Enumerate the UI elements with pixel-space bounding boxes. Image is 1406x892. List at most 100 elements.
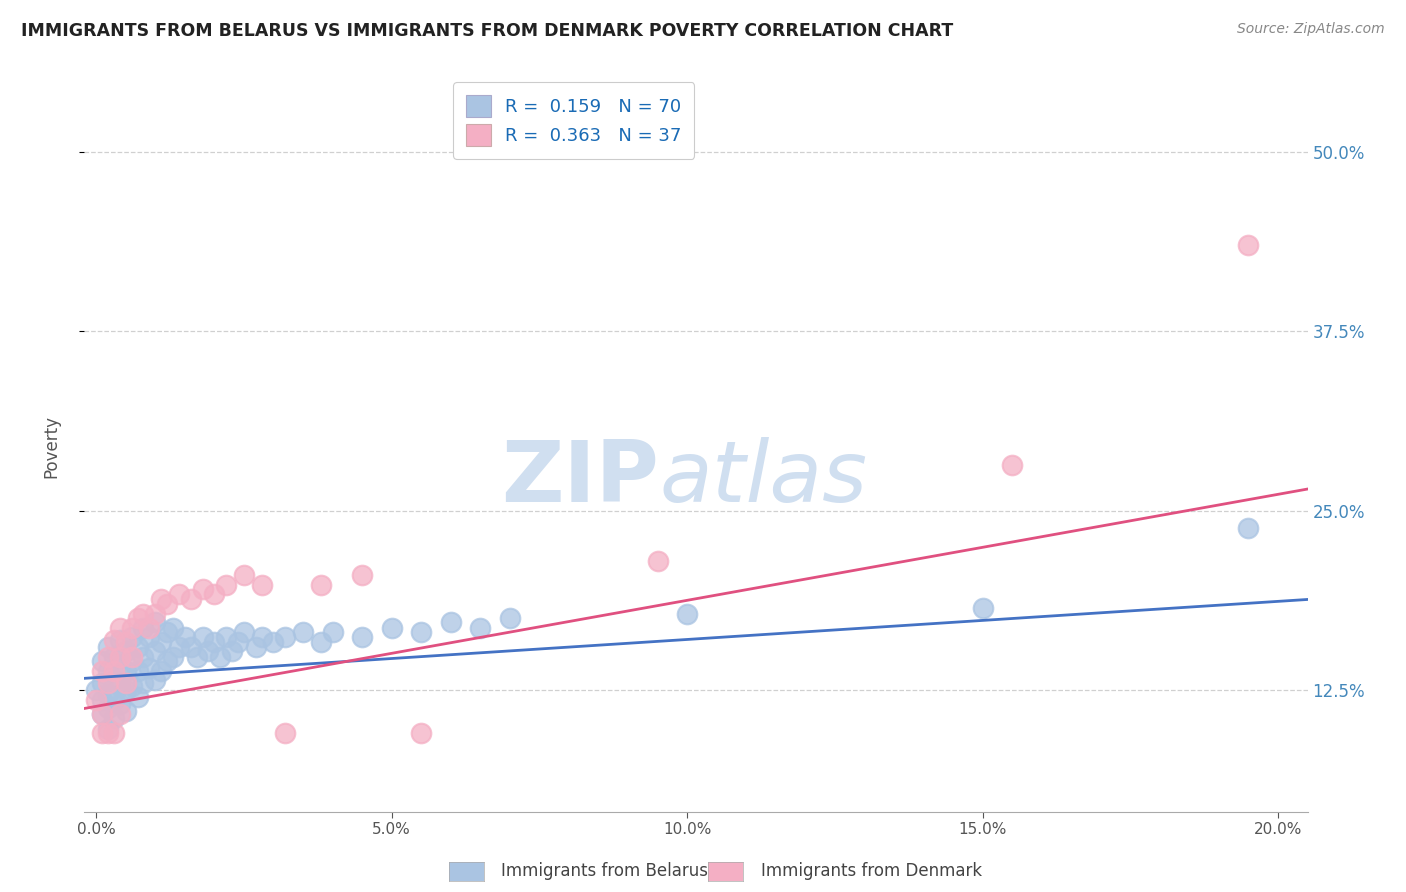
Point — [138, 661, 160, 675]
Point — [114, 682, 136, 697]
Point — [1237, 521, 1260, 535]
Point — [250, 630, 273, 644]
Point — [97, 675, 120, 690]
Point — [232, 625, 254, 640]
Point — [186, 649, 208, 664]
Text: Immigrants from Denmark: Immigrants from Denmark — [762, 863, 983, 880]
Point — [121, 630, 143, 644]
Point — [381, 621, 404, 635]
Point — [114, 675, 136, 690]
Point — [103, 711, 125, 725]
Point — [97, 649, 120, 664]
Point — [150, 664, 173, 678]
Point — [499, 611, 522, 625]
Point — [84, 693, 107, 707]
Point — [103, 673, 125, 687]
Point — [97, 726, 120, 740]
Point — [132, 621, 155, 635]
Point — [108, 679, 131, 693]
Point — [108, 697, 131, 711]
Point — [180, 640, 202, 654]
Point — [411, 726, 433, 740]
Point — [138, 630, 160, 644]
Point — [127, 664, 149, 678]
Point — [191, 582, 214, 597]
Point — [262, 635, 284, 649]
Point — [470, 621, 492, 635]
Text: Immigrants from Belarus: Immigrants from Belarus — [501, 863, 709, 880]
Point — [108, 621, 131, 635]
Point — [143, 673, 166, 687]
Point — [150, 635, 173, 649]
Point — [1001, 458, 1024, 472]
Point — [162, 649, 184, 664]
Point — [215, 578, 238, 592]
Point — [132, 607, 155, 621]
Point — [221, 644, 243, 658]
Point — [676, 607, 699, 621]
Point — [108, 658, 131, 673]
Point — [91, 707, 114, 722]
Point — [202, 635, 225, 649]
Point — [121, 654, 143, 668]
Text: ZIP: ZIP — [502, 437, 659, 520]
Point — [114, 635, 136, 649]
Point — [97, 640, 120, 654]
Point — [173, 630, 195, 644]
Point — [972, 601, 994, 615]
Point — [103, 726, 125, 740]
Point — [180, 592, 202, 607]
Point — [103, 693, 125, 707]
Point — [143, 644, 166, 658]
Point — [309, 578, 332, 592]
Point — [114, 644, 136, 658]
Point — [103, 664, 125, 678]
Point — [352, 568, 374, 582]
Point — [91, 693, 114, 707]
Point — [103, 632, 125, 647]
Point — [197, 644, 219, 658]
Point — [97, 687, 120, 701]
Point — [138, 621, 160, 635]
Point — [156, 654, 179, 668]
Point — [132, 649, 155, 664]
Point — [97, 701, 120, 715]
Point — [309, 635, 332, 649]
Point — [274, 630, 297, 644]
Y-axis label: Poverty: Poverty — [42, 415, 60, 477]
Point — [121, 649, 143, 664]
Point — [91, 654, 114, 668]
Point — [352, 630, 374, 644]
Point — [97, 722, 120, 736]
Point — [127, 640, 149, 654]
Point — [91, 707, 114, 722]
Point — [121, 621, 143, 635]
Point — [127, 690, 149, 704]
Point — [647, 554, 669, 568]
Point — [156, 625, 179, 640]
Point — [167, 587, 190, 601]
Point — [292, 625, 315, 640]
Point — [143, 615, 166, 630]
Point — [97, 664, 120, 678]
Point — [162, 621, 184, 635]
Point — [103, 649, 125, 664]
Point — [150, 592, 173, 607]
Point — [215, 630, 238, 644]
Point — [114, 704, 136, 718]
Point — [209, 649, 232, 664]
Point — [108, 707, 131, 722]
Point — [114, 664, 136, 678]
Point — [127, 611, 149, 625]
Text: Source: ZipAtlas.com: Source: ZipAtlas.com — [1237, 22, 1385, 37]
Point — [250, 578, 273, 592]
Point — [226, 635, 249, 649]
Text: IMMIGRANTS FROM BELARUS VS IMMIGRANTS FROM DENMARK POVERTY CORRELATION CHART: IMMIGRANTS FROM BELARUS VS IMMIGRANTS FR… — [21, 22, 953, 40]
Point — [156, 597, 179, 611]
Point — [84, 682, 107, 697]
Text: atlas: atlas — [659, 437, 868, 520]
Point — [91, 675, 114, 690]
Point — [245, 640, 267, 654]
Point — [143, 607, 166, 621]
Point — [274, 726, 297, 740]
